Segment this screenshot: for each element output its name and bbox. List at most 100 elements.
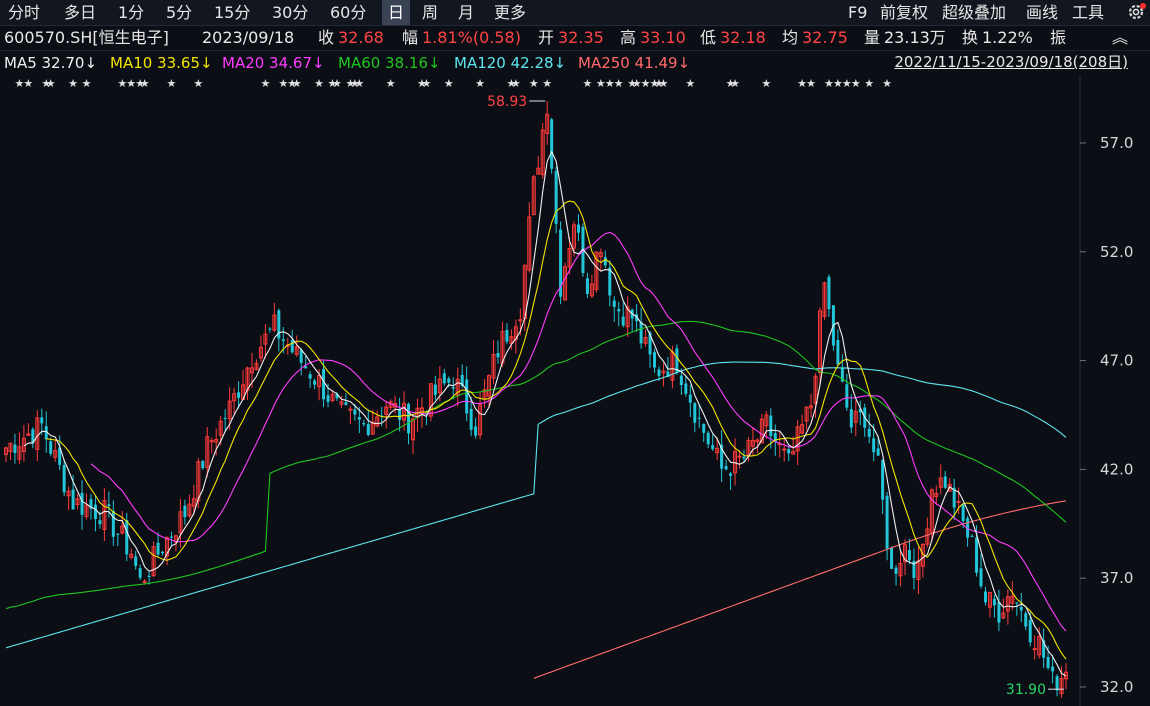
kline-chart[interactable]: ★ ★ ★★ ★ ★ ★ ★ ★★ ★ ★ ★ ★ ★★ ★ ★★ ★★★ ★ ★★ ★ ★ ★★ ★ ★ ★ ★ ★ ★ ★★ ★ ★★… [0, 75, 1150, 706]
price-tick-label: 52.0 [1100, 243, 1133, 261]
tab-week[interactable]: 周 [422, 3, 439, 22]
candlesticks [4, 101, 1068, 698]
event-star-icon[interactable]: ★ [354, 77, 364, 90]
event-star-icon[interactable]: ★ [475, 77, 485, 90]
candle [129, 548, 134, 560]
event-star-icon[interactable]: ★ [842, 77, 852, 90]
candle [407, 402, 411, 445]
event-star-icon[interactable]: ★ [117, 77, 127, 90]
event-star-icon[interactable]: ★ [632, 77, 642, 90]
event-star-icon[interactable]: ★ [685, 77, 695, 90]
event-star-icon[interactable]: ★ [506, 77, 516, 90]
price-axis: 57.0 52.0 47.0 42.0 37.0 32.0 [1080, 134, 1133, 696]
tab-15min[interactable]: 15分 [214, 3, 251, 22]
date-range-selector[interactable]: 2022/11/15-2023/09/18(208日) [894, 53, 1128, 71]
candle [934, 485, 939, 505]
candle [809, 394, 814, 418]
tab-duori[interactable]: 多日 [64, 3, 97, 22]
candle [679, 368, 683, 395]
draw-button[interactable]: 画线 [1026, 3, 1059, 22]
event-star-icon[interactable]: ★ [596, 77, 606, 90]
candle [263, 324, 268, 359]
event-star-icon[interactable]: ★ [730, 77, 740, 90]
overlay-button[interactable]: 超级叠加 [942, 3, 1007, 22]
moving-averages [5, 150, 1067, 679]
candle [688, 384, 692, 418]
candle [66, 486, 71, 510]
event-star-icon[interactable]: ★ [641, 77, 651, 90]
event-star-icon[interactable]: ★ [542, 77, 552, 90]
event-star-icon[interactable]: ★ [328, 77, 338, 90]
event-star-icon[interactable]: ★ [46, 77, 56, 90]
event-star-icon[interactable]: ★ [650, 77, 660, 90]
event-star-icon[interactable]: ★ [726, 77, 736, 90]
tab-fenshi[interactable]: 分时 [8, 3, 41, 22]
event-star-icon[interactable]: ★ [332, 77, 342, 90]
event-star-icon[interactable]: ★ [260, 77, 270, 90]
tab-month[interactable]: 月 [458, 3, 475, 22]
event-star-icon[interactable]: ★ [41, 77, 51, 90]
candle [304, 356, 308, 369]
event-star-icon[interactable]: ★ [350, 77, 360, 90]
event-star-icon[interactable]: ★ [654, 77, 664, 90]
gear-icon[interactable] [1126, 2, 1146, 22]
event-star-icon[interactable]: ★ [278, 77, 288, 90]
candle [1032, 635, 1037, 660]
event-star-icon[interactable]: ★ [864, 77, 874, 90]
candle [411, 414, 416, 454]
candle [214, 428, 219, 456]
tools-button[interactable]: 工具 [1072, 3, 1105, 22]
adjust-button[interactable]: 前复权 [880, 3, 929, 22]
tab-more[interactable]: 更多 [494, 3, 527, 22]
event-star-icon[interactable]: ★ [797, 77, 807, 90]
f9-button[interactable]: F9 [848, 3, 868, 22]
event-star-icon[interactable]: ★ [23, 77, 33, 90]
event-star-icon[interactable]: ★ [421, 77, 431, 90]
tab-1min[interactable]: 1分 [118, 3, 145, 22]
event-star-icon[interactable]: ★ [167, 77, 177, 90]
event-star-icon[interactable]: ★ [82, 77, 92, 90]
event-star-icon[interactable]: ★ [824, 77, 834, 90]
candle [465, 366, 469, 422]
event-star-icon[interactable]: ★ [511, 77, 521, 90]
ma250-line [533, 500, 1067, 679]
tab-30min[interactable]: 30分 [272, 3, 309, 22]
event-star-icon[interactable]: ★ [444, 77, 454, 90]
event-star-icon[interactable]: ★ [806, 77, 816, 90]
event-star-icon[interactable]: ★ [529, 77, 539, 90]
event-star-icon[interactable]: ★ [314, 77, 324, 90]
event-star-icon[interactable]: ★ [614, 77, 624, 90]
event-star-icon[interactable]: ★ [287, 77, 297, 90]
event-star-icon[interactable]: ★ [14, 77, 24, 90]
candle [635, 303, 639, 333]
tab-60min[interactable]: 60分 [330, 3, 367, 22]
event-star-icon[interactable]: ★ [605, 77, 615, 90]
candle [554, 166, 558, 234]
event-star-icon[interactable]: ★ [761, 77, 771, 90]
extreme-marks: 58.93 31.90 [487, 94, 1064, 698]
event-star-icon[interactable]: ★ [135, 77, 145, 90]
event-star-icon[interactable]: ★ [833, 77, 843, 90]
candle [617, 301, 621, 327]
event-star-icon[interactable]: ★ [140, 77, 150, 90]
event-star-icon[interactable]: ★ [627, 77, 637, 90]
event-star-icon[interactable]: ★ [659, 77, 669, 90]
event-star-icon[interactable]: ★ [851, 77, 861, 90]
collapse-chevron-icon[interactable]: ︽ [1112, 28, 1129, 47]
tab-day[interactable]: 日 [382, 0, 411, 25]
candle [205, 427, 210, 478]
candle [237, 381, 241, 409]
event-star-icon[interactable]: ★ [582, 77, 592, 90]
event-star-icon[interactable]: ★ [882, 77, 892, 90]
event-star-icon[interactable]: ★ [417, 77, 427, 90]
candle [653, 348, 657, 373]
candle [151, 541, 156, 578]
tab-5min[interactable]: 5分 [166, 3, 193, 22]
event-star-icon[interactable]: ★ [68, 77, 78, 90]
event-star-icon[interactable]: ★ [292, 77, 302, 90]
event-star-icon[interactable]: ★ [345, 77, 355, 90]
candle [782, 436, 787, 462]
event-star-icon[interactable]: ★ [386, 77, 396, 90]
event-star-icon[interactable]: ★ [193, 77, 203, 90]
event-star-icon[interactable]: ★ [126, 77, 136, 90]
